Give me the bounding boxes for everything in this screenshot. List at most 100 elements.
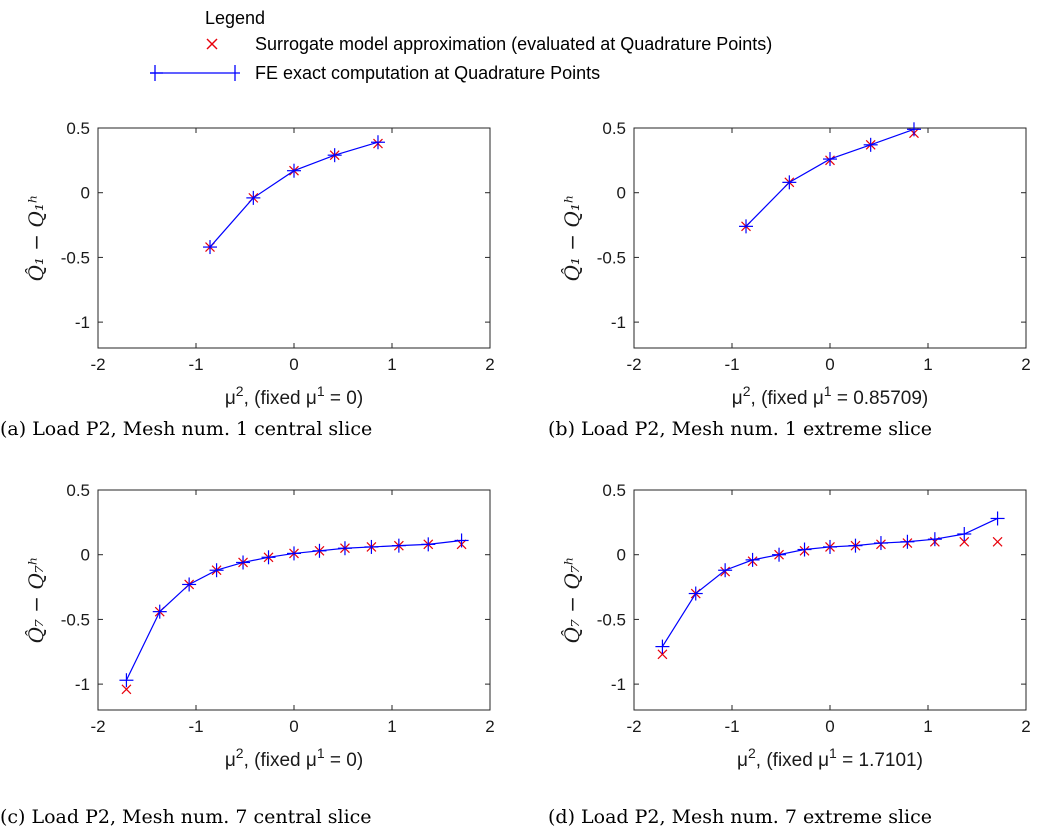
y-tick-label: -0.5 — [61, 610, 90, 629]
data-point-plus — [209, 563, 224, 578]
y-tick-label: 0 — [81, 546, 90, 565]
x-tick-label: 2 — [485, 355, 494, 374]
legend-entry-surrogate: Surrogate model approximation (evaluated… — [150, 31, 772, 57]
chart-c: -2 -1 0 1 2 -1 -0.5 0 0.5 μ2, (fixed μ1 = 0) Q̂₇ −… — [0, 480, 520, 790]
series-surrogate — [741, 128, 919, 232]
series-surrogate — [657, 536, 1003, 660]
y-tick-label: -1 — [75, 675, 90, 694]
x-tick-label: -2 — [626, 355, 641, 374]
y-tick-label: -1 — [611, 313, 626, 332]
x-tick-label: 2 — [1021, 717, 1030, 736]
data-point-plus — [957, 527, 972, 541]
legend-label-fe: FE exact computation at Quadrature Point… — [255, 62, 601, 83]
data-point-plus — [370, 135, 385, 150]
data-point-plus — [312, 543, 327, 558]
series-surrogate — [205, 138, 383, 252]
y-tick-label: 0 — [81, 184, 90, 203]
x-tick-label: -2 — [90, 355, 105, 374]
data-point-x — [959, 536, 970, 547]
data-point-plus — [848, 538, 863, 553]
data-point-plus — [119, 673, 134, 688]
y-tick-label: 0 — [617, 546, 626, 565]
x-tick-label: -1 — [724, 717, 739, 736]
legend-marker-x-icon — [150, 31, 240, 57]
x-tick-label: 1 — [923, 355, 932, 374]
caption-a: (a) Load P2, Mesh num. 1 central slice — [0, 418, 373, 440]
plot-area — [97, 489, 491, 711]
y-tick-label: -1 — [75, 313, 90, 332]
chart-svg: -2 -1 0 1 2 -1 -0.5 0 0.5 μ2, (fixed μ1 = 0.85709… — [560, 119, 1031, 409]
x-tick-label: -1 — [188, 355, 203, 374]
y-tick-label: -1 — [611, 675, 626, 694]
x-tick-label: 1 — [387, 717, 396, 736]
data-point-plus — [688, 586, 703, 601]
plot-area — [97, 127, 491, 349]
y-tick-label: 0 — [617, 184, 626, 203]
data-point-plus — [182, 577, 197, 592]
data-point-plus — [906, 122, 921, 137]
data-point-x — [992, 536, 1003, 547]
caption-b: (b) Load P2, Mesh num. 1 extreme slice — [548, 418, 932, 440]
data-point-plus — [863, 137, 878, 152]
x-tick-label: 2 — [485, 717, 494, 736]
x-tick-label: -1 — [724, 355, 739, 374]
chart-b: -2 -1 0 1 2 -1 -0.5 0 0.5 μ2, (fixed μ1 = 0.85709… — [536, 118, 1055, 428]
x-axis-label: μ2, (fixed μ1 = 0.85709) — [732, 383, 928, 409]
data-point-plus — [990, 511, 1005, 526]
data-point-plus — [718, 563, 733, 578]
series-line — [125, 539, 462, 681]
data-point-plus — [246, 190, 261, 205]
x-tick-label: 0 — [825, 717, 834, 736]
y-axis-label: Q̂₇ − Q₇ʰ — [24, 557, 48, 644]
x-tick-label: 0 — [825, 355, 834, 374]
series-fe — [739, 122, 921, 234]
data-point-plus — [927, 532, 942, 547]
data-point-plus — [823, 539, 837, 554]
series-fe — [119, 533, 469, 688]
data-point-plus — [823, 152, 837, 167]
data-point-plus — [873, 536, 888, 551]
data-point-plus — [655, 639, 670, 654]
y-axis-label: Q̂₁ − Q₁ʰ — [24, 195, 48, 282]
data-point-x — [657, 649, 668, 660]
x-tick-label: 2 — [1021, 355, 1030, 374]
y-tick-label: 0.5 — [602, 481, 626, 500]
series-line — [209, 141, 379, 248]
x-tick-label: 1 — [387, 355, 396, 374]
x-tick-label: 0 — [289, 355, 298, 374]
y-tick-label: 0.5 — [66, 119, 90, 138]
legend-label-surrogate: Surrogate model approximation (evaluated… — [255, 33, 773, 54]
data-point-plus — [797, 542, 812, 557]
series-fe — [655, 511, 1005, 654]
y-axis-label: Q̂₇ − Q₇ʰ — [560, 557, 584, 644]
chart-a: -2 -1 0 1 2 -1 -0.5 0 0.5 μ2, (fixed μ1 = 0) Q̂₁ −… — [0, 118, 520, 428]
data-point-x — [121, 684, 132, 695]
series-surrogate — [121, 539, 467, 695]
data-point-plus — [261, 550, 276, 565]
data-point-plus — [152, 604, 167, 619]
data-point-plus — [782, 175, 797, 190]
series-line — [745, 128, 915, 227]
data-point-plus — [739, 219, 754, 234]
data-point-plus — [772, 547, 787, 562]
data-point-plus — [745, 552, 760, 567]
y-tick-label: 0.5 — [602, 119, 626, 138]
caption-d: (d) Load P2, Mesh num. 7 extreme slice — [548, 806, 932, 828]
legend-entry-fe: FE exact computation at Quadrature Point… — [147, 60, 601, 86]
y-tick-label: 0.5 — [66, 481, 90, 500]
data-point-plus — [287, 546, 301, 561]
series-line — [661, 517, 998, 647]
y-tick-label: -0.5 — [597, 248, 626, 267]
y-tick-label: -0.5 — [61, 248, 90, 267]
caption-c: (c) Load P2, Mesh num. 7 central slice — [0, 806, 372, 828]
data-point-plus — [364, 539, 379, 554]
data-point-plus — [900, 534, 915, 549]
data-point-plus — [454, 533, 469, 548]
x-axis-label: μ2, (fixed μ1 = 0) — [225, 383, 363, 409]
series-fe — [203, 135, 385, 255]
y-tick-label: -0.5 — [597, 610, 626, 629]
legend-marker-plus-icon — [147, 60, 240, 86]
data-point-plus — [391, 538, 406, 553]
x-axis-label: μ2, (fixed μ1 = 0) — [225, 745, 363, 771]
